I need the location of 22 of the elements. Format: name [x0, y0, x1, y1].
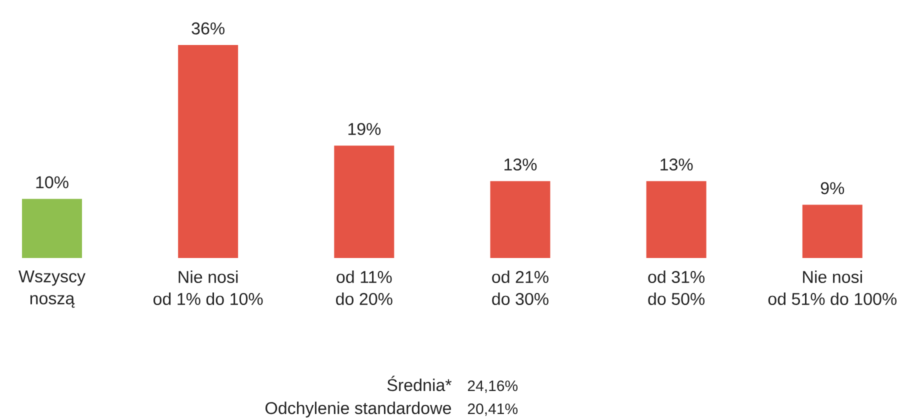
bar	[22, 198, 82, 258]
text: 20,41%	[468, 404, 518, 416]
data-label: 13%	[504, 158, 537, 171]
x-tick-label: Nie nosi od 1% do 10%	[154, 270, 263, 306]
text: Średnia*	[387, 376, 452, 392]
bar	[802, 204, 862, 258]
x-tick-label: Wszyscy noszą	[18, 270, 86, 308]
bar	[334, 146, 394, 258]
x-tick-label: od 11% do 20%	[336, 270, 392, 306]
data-label: 10%	[36, 176, 68, 188]
data-label: 36%	[192, 22, 224, 34]
x-tick-label: od 31% do 50%	[648, 270, 705, 306]
data-label: 19%	[348, 123, 381, 136]
data-label: 13%	[660, 158, 693, 171]
bar	[490, 181, 550, 258]
x-tick-label: od 21% do 30%	[492, 270, 548, 306]
text: Odchylenie standardowe	[265, 402, 452, 418]
bar	[646, 181, 706, 258]
bar	[178, 44, 238, 258]
text: 24,16%	[468, 380, 518, 393]
x-tick-label: Nie nosi od 51% do 100%	[768, 270, 896, 306]
data-label: 9%	[820, 182, 844, 194]
